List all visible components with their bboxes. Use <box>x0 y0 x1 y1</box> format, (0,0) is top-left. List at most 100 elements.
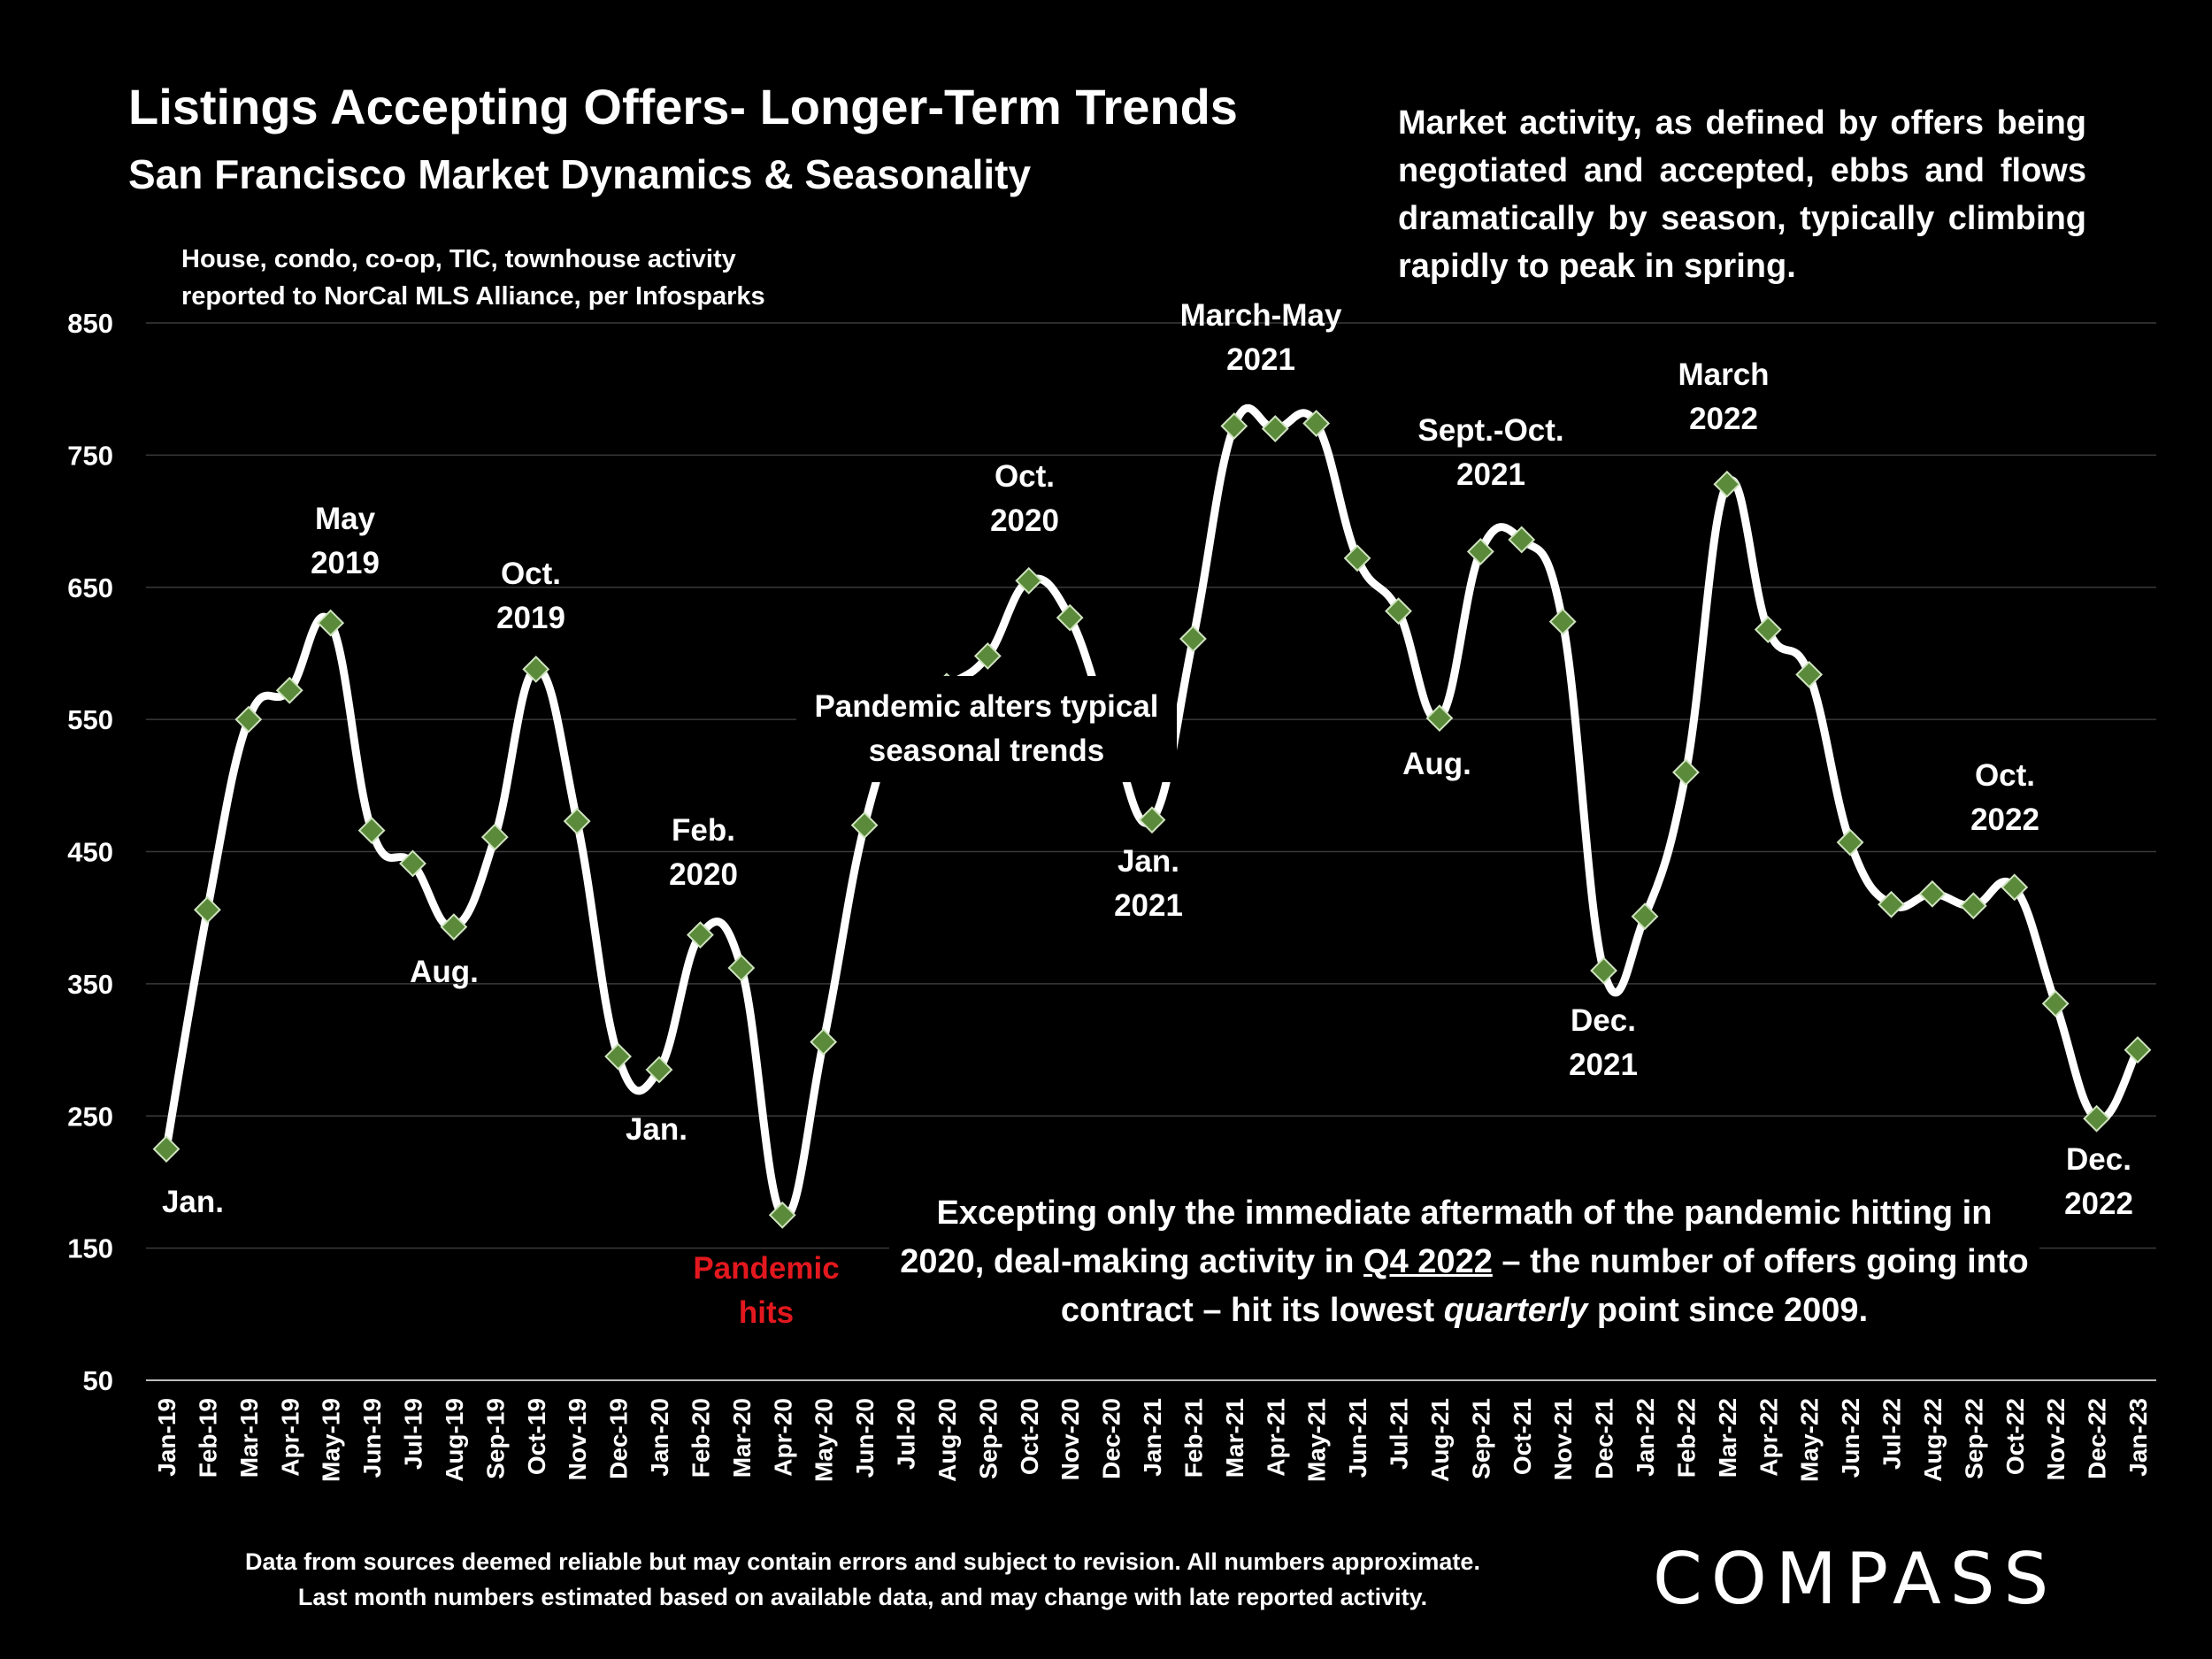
data-point-Sep-22 <box>1959 892 1987 920</box>
annotation-label: Oct. <box>1975 758 2035 793</box>
y-tick-label: 250 <box>67 1101 113 1132</box>
x-tick-label: Aug-20 <box>933 1398 961 1482</box>
y-tick-label: 50 <box>83 1365 113 1396</box>
annotation-label: 2022 <box>1689 402 1758 436</box>
x-tick-label: Jun-19 <box>358 1398 386 1478</box>
x-tick-label: Mar-20 <box>728 1398 756 1478</box>
x-tick-label: Feb-19 <box>194 1398 221 1478</box>
annotation-label: May <box>315 502 376 536</box>
y-tick-label: 650 <box>67 572 113 603</box>
x-tick-label: Oct-22 <box>2001 1398 2029 1475</box>
data-point-Mar-20 <box>727 954 756 982</box>
data-point-Nov-20 <box>1056 603 1084 632</box>
data-point-May-19 <box>317 609 345 637</box>
data-point-Dec-21 <box>1590 956 1617 985</box>
annotation-label: 2019 <box>311 546 380 580</box>
data-point-Oct-20 <box>1015 566 1043 595</box>
annotation-label: Sept.-Oct. <box>1417 413 1563 448</box>
annotation-label: Oct. <box>501 557 561 591</box>
summary-text: Excepting only the immediate aftermath o… <box>889 1186 2039 1339</box>
annotation-label: 2021 <box>1569 1048 1638 1082</box>
x-tick-label: Dec-20 <box>1098 1398 1125 1479</box>
annotation-label: March-May <box>1180 298 1342 333</box>
summary-emphasis-q4: Q4 2022 <box>1363 1243 1493 1280</box>
x-tick-label: Jun-22 <box>1837 1398 1864 1478</box>
data-point-May-22 <box>1795 660 1824 688</box>
annotation-label: 2020 <box>669 857 738 892</box>
data-point-Nov-19 <box>563 807 591 835</box>
data-point-Dec-22 <box>2083 1104 2110 1133</box>
x-tick-label: Jan-20 <box>646 1398 673 1477</box>
data-point-Apr-21 <box>1261 415 1289 442</box>
data-point-May-21 <box>1302 410 1331 437</box>
annotation-label: Jan. <box>1118 844 1179 879</box>
x-tick-label: Nov-20 <box>1056 1398 1084 1480</box>
x-tick-label: Dec-21 <box>1591 1398 1618 1479</box>
x-tick-label: Aug-19 <box>441 1398 468 1482</box>
summary-part2: – the number of offers going into contra… <box>1060 1243 2029 1329</box>
y-tick-label: 350 <box>67 969 113 1000</box>
y-axis-ticks: 50 150 250 350 450 550 650 750 850 <box>67 308 113 1396</box>
data-point-Sep-20 <box>973 642 1002 670</box>
annotation-label: 2021 <box>1456 457 1525 492</box>
data-point-Nov-22 <box>2041 989 2070 1018</box>
x-tick-label: Jan-21 <box>1139 1398 1166 1477</box>
annotation-backdrop <box>796 676 1177 782</box>
x-tick-label: Nov-22 <box>2042 1398 2070 1480</box>
data-point-Nov-21 <box>1548 608 1577 636</box>
data-point-Jan-21 <box>1138 806 1166 834</box>
x-tick-label: Mar-19 <box>235 1398 263 1478</box>
data-point-Jan-20 <box>645 1056 673 1084</box>
annotation-label: Pandemic alters typical <box>814 689 1158 724</box>
data-point-Oct-21 <box>1508 526 1536 554</box>
x-tick-label: Jul-20 <box>893 1398 920 1470</box>
data-point-Feb-19 <box>194 895 221 924</box>
annotation-label: Pandemic <box>693 1251 839 1286</box>
summary-part3: point since 2009. <box>1587 1292 1869 1329</box>
source-note-line2: reported to NorCal MLS Alliance, per Inf… <box>181 282 765 311</box>
annotation-label: 2021 <box>1114 888 1183 923</box>
footer-line2: Last month numbers estimated based on av… <box>297 1584 1428 1610</box>
x-tick-label: Nov-19 <box>564 1398 591 1480</box>
data-point-Jul-21 <box>1385 597 1412 626</box>
x-tick-label: Apr-19 <box>276 1398 303 1477</box>
x-tick-label: May-22 <box>1796 1398 1824 1482</box>
x-tick-label: Apr-20 <box>769 1398 796 1477</box>
y-tick-label: 150 <box>67 1233 113 1264</box>
annotation-label: 2019 <box>496 601 565 635</box>
x-tick-label: Sep-19 <box>481 1398 509 1479</box>
data-point-Feb-22 <box>1672 758 1700 787</box>
x-tick-label: Jul-22 <box>1878 1398 1906 1470</box>
x-tick-label: Jan-22 <box>1632 1398 1659 1477</box>
annotation-label: 2020 <box>990 503 1059 538</box>
data-point-Aug-19 <box>440 913 468 941</box>
x-tick-label: Jul-21 <box>1386 1398 1413 1470</box>
data-point-Aug-22 <box>1918 879 1947 908</box>
chart-title: Listings Accepting Offers- Longer-Term T… <box>128 79 1238 134</box>
x-tick-label: Jun-20 <box>851 1398 879 1478</box>
annotation-label: hits <box>739 1295 794 1330</box>
annotation-label: 2021 <box>1226 342 1295 377</box>
data-point-Oct-22 <box>2001 873 2029 902</box>
compass-logo: COMPASS <box>1653 1538 2058 1620</box>
data-point-Feb-21 <box>1179 625 1207 653</box>
data-point-Sep-21 <box>1466 538 1494 565</box>
data-point-Apr-19 <box>275 676 303 704</box>
x-tick-label: Feb-20 <box>687 1398 714 1478</box>
x-tick-label: Jun-21 <box>1344 1398 1371 1478</box>
data-point-Apr-20 <box>768 1201 796 1229</box>
x-tick-label: Dec-22 <box>2084 1398 2111 1479</box>
y-tick-label: 550 <box>67 704 113 735</box>
data-points <box>152 410 2152 1229</box>
x-tick-label: Sep-22 <box>1960 1398 1987 1479</box>
annotation-label: March <box>1678 357 1769 392</box>
data-point-Jan-22 <box>1631 902 1659 931</box>
x-tick-label: May-20 <box>810 1398 838 1482</box>
data-point-Aug-21 <box>1425 704 1454 733</box>
intro-text: Market activity, as defined by offers be… <box>1398 104 2086 285</box>
x-axis-ticks: Jan-19 Feb-19 Mar-19 Apr-19 May-19 Jun-19 Jul-… <box>153 1398 2152 1482</box>
x-tick-label: Dec-19 <box>605 1398 633 1479</box>
x-tick-label: Oct-20 <box>1016 1398 1043 1475</box>
annotation-label: 2022 <box>1970 803 2039 837</box>
x-tick-label: Apr-21 <box>1262 1398 1289 1477</box>
